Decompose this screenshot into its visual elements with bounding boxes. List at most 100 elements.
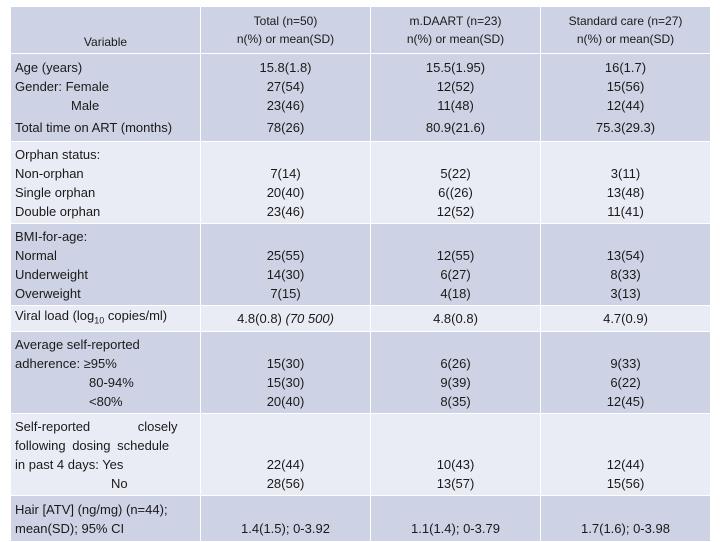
value: 13(54) xyxy=(606,247,645,263)
standard-cell: 1.7(1.6); 0-3.98 xyxy=(540,495,711,542)
total-cell: 15.8(1.8) 27(54) 23(46) 78(26) xyxy=(200,53,371,142)
value: 13(48) xyxy=(606,184,645,200)
value: 5(22) xyxy=(440,165,471,181)
value: 20(40) xyxy=(266,393,305,409)
label-adherence-95: adherence: ≥95% xyxy=(15,355,117,371)
label-hair-atv-ci: mean(SD); 95% CI xyxy=(15,520,125,536)
row-label: Self-reported closely following dosing s… xyxy=(10,413,201,496)
header-row: Variable Total (n=50) n(%) or mean(SD) m… xyxy=(10,6,711,54)
header-mdaart-unit: n(%) or mean(SD) xyxy=(406,32,505,46)
header-standard-title: Standard care (n=27) xyxy=(568,14,683,28)
value: 15(56) xyxy=(606,79,645,94)
value: 12(44) xyxy=(606,98,645,113)
standard-cell: 12(44) 15(56) xyxy=(540,413,711,496)
header-standard: Standard care (n=27) n(%) or mean(SD) xyxy=(540,6,711,54)
header-mdaart: m.DAART (n=23) n(%) or mean(SD) xyxy=(370,6,541,54)
table-row: Self-reported closely following dosing s… xyxy=(10,413,711,496)
mdaart-cell: 12(55) 6(27) 4(18) xyxy=(370,223,541,306)
label-gender-female: Gender: Female xyxy=(15,79,109,94)
table-row: Average self-reported adherence: ≥95% 80… xyxy=(10,331,711,414)
label-normal: Normal xyxy=(15,247,57,263)
standard-cell: 3(11) 13(48) 11(41) xyxy=(540,141,711,224)
label-non-orphan: Non-orphan xyxy=(15,165,84,181)
value: 20(40) xyxy=(266,184,305,200)
value: 15(30) xyxy=(266,374,305,390)
header-total: Total (n=50) n(%) or mean(SD) xyxy=(200,6,371,54)
label-bmi: BMI-for-age: xyxy=(15,228,88,244)
mdaart-cell: 4.8(0.8) xyxy=(370,305,541,332)
value: 23(46) xyxy=(266,203,305,219)
label-viral-load-sub: 10 xyxy=(94,315,105,326)
table-row: BMI-for-age: Normal Underweight Overweig… xyxy=(10,223,711,306)
row-label: Age (years) Gender: Female Male Total ti… xyxy=(10,53,201,142)
value: 6(27) xyxy=(440,266,471,282)
value: 4(18) xyxy=(440,285,471,301)
mdaart-cell: 5(22) 6((26) 12(52) xyxy=(370,141,541,224)
label-adherence-lt80: <80% xyxy=(89,393,123,409)
mdaart-cell: 1.1(1.4); 0-3.79 xyxy=(370,495,541,542)
value: 11(41) xyxy=(607,203,644,219)
value: 6(26) xyxy=(440,355,471,371)
total-cell: 7(14) 20(40) 23(46) xyxy=(200,141,371,224)
value: 8(35) xyxy=(440,393,471,409)
mdaart-cell: 15.5(1.95) 12(52) 11(48) 80.9(21.6) xyxy=(370,53,541,142)
value: 12(52) xyxy=(436,203,475,219)
label-hair-atv: Hair [ATV] (ng/mg) (n=44); xyxy=(15,501,168,517)
value: 7(15) xyxy=(270,285,301,301)
header-standard-unit: n(%) or mean(SD) xyxy=(576,32,675,46)
total-cell: 1.4(1.5); 0-3.92 xyxy=(200,495,371,542)
total-cell: 25(55) 14(30) 7(15) xyxy=(200,223,371,306)
value: 80.9(21.6) xyxy=(425,120,486,135)
standard-cell: 9(33) 6(22) 12(45) xyxy=(540,331,711,414)
label-adherence-80-94: 80-94% xyxy=(89,374,134,390)
value: 1.4(1.5); 0-3.92 xyxy=(241,521,330,536)
label-dosing-1: Self-reported closely xyxy=(15,418,178,434)
label-dosing-no: No xyxy=(111,475,128,491)
value: 10(43) xyxy=(436,456,475,472)
label-single-orphan: Single orphan xyxy=(15,184,96,200)
mdaart-cell: 10(43) 13(57) xyxy=(370,413,541,496)
value: 1.7(1.6); 0-3.98 xyxy=(581,521,670,536)
value: 23(46) xyxy=(266,98,305,113)
label-overweight: Overweight xyxy=(15,285,81,301)
value: 3(11) xyxy=(610,165,641,181)
mdaart-cell: 6(26) 9(39) 8(35) xyxy=(370,331,541,414)
value: 4.8(0.8) xyxy=(237,311,286,326)
label-orphan-status: Orphan status: xyxy=(15,146,101,162)
label-viral-load: Viral load (log10 copies/ml) xyxy=(15,306,196,331)
value: 14(30) xyxy=(266,266,305,282)
value: 75.3(29.3) xyxy=(595,120,656,135)
value: 8(33) xyxy=(610,266,641,282)
value: 12(55) xyxy=(436,247,475,263)
value: 15.8(1.8) xyxy=(259,60,312,75)
header-variable: Variable xyxy=(10,6,201,54)
value: 7(14) xyxy=(270,165,301,181)
value: 16(1.7) xyxy=(604,60,647,75)
value: 22(44) xyxy=(266,456,305,472)
value: 12(45) xyxy=(606,393,645,409)
value: 12(44) xyxy=(606,456,645,472)
value: 12(52) xyxy=(436,79,475,94)
value: 6(22) xyxy=(610,374,641,390)
row-label: Orphan status: Non-orphan Single orphan … xyxy=(10,141,201,224)
value: 15(56) xyxy=(606,475,645,491)
value: 28(56) xyxy=(266,475,305,491)
label-dosing-yes: in past 4 days: Yes xyxy=(15,456,124,472)
table-row: Orphan status: Non-orphan Single orphan … xyxy=(10,141,711,224)
label-age: Age (years) xyxy=(15,60,83,75)
row-label: Average self-reported adherence: ≥95% 80… xyxy=(10,331,201,414)
value: 1.1(1.4); 0-3.79 xyxy=(411,521,500,536)
total-cell: 4.8(0.8) (70 500) xyxy=(200,305,371,332)
label-adherence: Average self-reported xyxy=(15,336,140,352)
value: 15.5(1.95) xyxy=(425,60,486,75)
label-gender-male: Male xyxy=(71,98,100,113)
header-mdaart-title: m.DAART (n=23) xyxy=(409,14,502,28)
standard-cell: 13(54) 8(33) 3(13) xyxy=(540,223,711,306)
label-time-on-art: Total time on ART (months) xyxy=(15,120,173,135)
total-cell: 22(44) 28(56) xyxy=(200,413,371,496)
standard-cell: 16(1.7) 15(56) 12(44) 75.3(29.3) xyxy=(540,53,711,142)
label-double-orphan: Double orphan xyxy=(15,203,101,219)
value: 13(57) xyxy=(436,475,475,491)
value-median: (70 500) xyxy=(285,311,334,326)
value: 25(55) xyxy=(266,247,305,263)
